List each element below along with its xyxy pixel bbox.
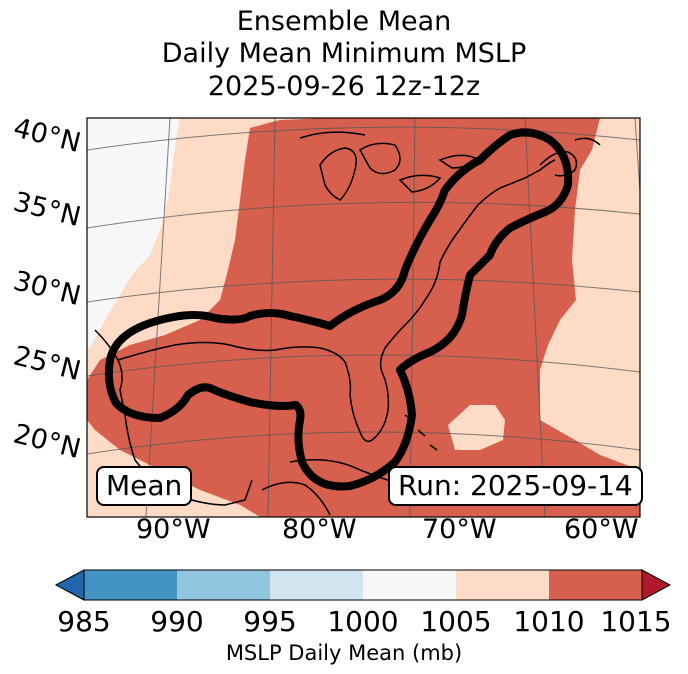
title-line-1: Ensemble Mean (236, 6, 452, 37)
colorbar-tick-1010: 1010 (513, 605, 585, 638)
colorbar-tick-1015: 1015 (600, 605, 672, 638)
colorbar-tick-995: 995 (243, 605, 297, 638)
colorbar-tick-985: 985 (57, 605, 111, 638)
mslp-mean-contour (104, 128, 573, 491)
lon-label-60w: 60°W (564, 514, 639, 545)
field-1005-1010-patch (448, 405, 505, 450)
lon-label-70w: 70°W (422, 514, 497, 545)
colorbar-label: MSLP Daily Mean (mb) (225, 641, 463, 665)
map-frame (86, 117, 641, 518)
lon-label-80w: 80°W (282, 514, 357, 545)
colorbar-extend-high (641, 569, 672, 601)
field-1000-1005 (87, 118, 180, 350)
colorbar-tick-1000: 1000 (327, 605, 399, 638)
colorbar-1010-1015 (549, 570, 642, 600)
colorbar-frame (83, 569, 643, 601)
colorbar-995-1000 (270, 570, 363, 600)
run-date-box: Run: 2025-09-14 (388, 466, 643, 506)
colorbar-tick-990: 990 (150, 605, 204, 638)
colorbar-tick-1005: 1005 (420, 605, 492, 638)
colorbar-extend-low (54, 569, 85, 601)
title-line-2: Daily Mean Minimum MSLP (161, 38, 527, 69)
colorbar-1000-1005 (363, 570, 456, 600)
title-line-3: 2025-09-26 12z-12z (207, 71, 481, 102)
colorbar-1005-1010 (456, 570, 549, 600)
mean-label-box: Mean (96, 466, 193, 506)
colorbar-990-995 (177, 570, 270, 600)
lon-label-90w: 90°W (136, 514, 211, 545)
colorbar-985-990 (84, 570, 177, 600)
